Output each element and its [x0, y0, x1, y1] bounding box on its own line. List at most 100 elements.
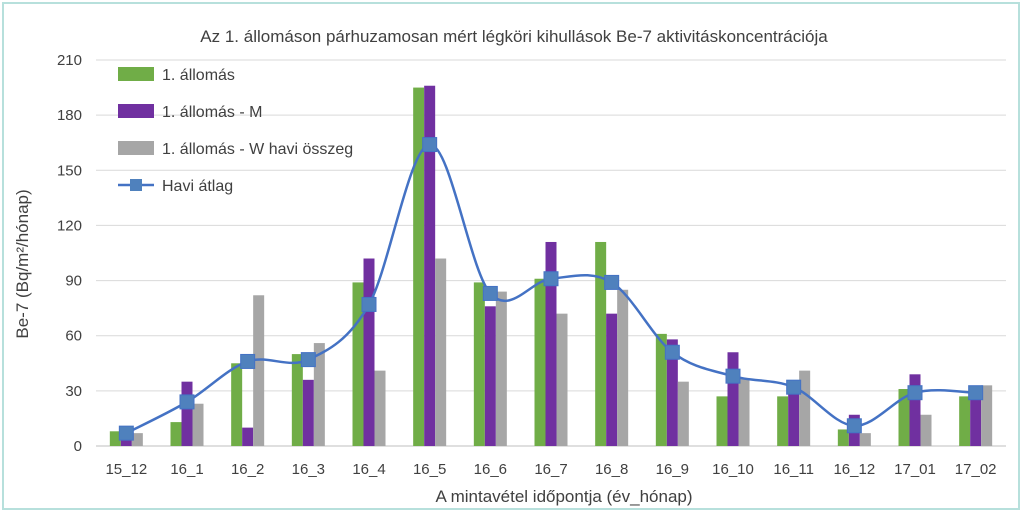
- bar: [777, 396, 789, 446]
- bar: [655, 333, 667, 446]
- average-marker: [968, 385, 984, 401]
- x-tick-label: 16_3: [292, 461, 325, 478]
- bar: [716, 396, 728, 446]
- average-marker: [240, 353, 256, 369]
- x-tick-label: 16_6: [474, 461, 507, 478]
- bar: [131, 433, 143, 446]
- bar: [959, 396, 971, 446]
- bar: [352, 282, 364, 446]
- bar: [556, 313, 568, 446]
- average-marker: [179, 394, 195, 410]
- bar: [253, 295, 265, 446]
- y-tick-label: 90: [65, 273, 82, 290]
- average-marker: [300, 352, 316, 368]
- bar: [374, 370, 386, 446]
- average-line-path: [125, 143, 976, 435]
- x-tick-label: 16_11: [773, 461, 814, 478]
- average-line: [118, 137, 984, 441]
- bar: [242, 427, 254, 446]
- bar: [109, 431, 121, 446]
- x-tick-label: 16_4: [352, 461, 385, 478]
- bar: [606, 313, 618, 446]
- average-marker: [604, 274, 620, 290]
- bar: [799, 370, 811, 446]
- legend-swatch: [118, 104, 154, 118]
- bar: [666, 339, 678, 446]
- bar: [473, 282, 485, 446]
- x-tick-label: 17_02: [955, 461, 997, 478]
- bar: [595, 241, 607, 446]
- x-tick-label: 16_10: [712, 461, 754, 478]
- bar: [727, 352, 739, 446]
- chart: Az 1. állomáson párhuzamosan mért légkör…: [13, 27, 1006, 506]
- bar: [859, 433, 871, 446]
- bar: [534, 278, 546, 446]
- y-tick-label: 60: [65, 328, 82, 345]
- x-tick-label: 16_5: [413, 461, 446, 478]
- y-tick-label: 210: [57, 52, 82, 69]
- legend-swatch: [118, 67, 154, 81]
- bar: [545, 241, 557, 446]
- bar: [231, 363, 243, 446]
- average-marker: [422, 137, 438, 153]
- y-axis-label: Be-7 (Bq/m²/hónap): [13, 189, 32, 338]
- legend-label: 1. állomás: [162, 67, 235, 84]
- average-marker: [361, 296, 377, 312]
- x-tick-label: 16_2: [231, 461, 264, 478]
- bar: [435, 258, 447, 446]
- y-tick-label: 120: [57, 217, 82, 234]
- average-marker: [118, 425, 134, 441]
- y-tick-label: 0: [74, 438, 82, 455]
- legend-label: 1. állomás - W havi összeg: [162, 141, 353, 158]
- chart-title: Az 1. állomáson párhuzamosan mért légkör…: [200, 27, 828, 46]
- bar: [788, 383, 800, 446]
- average-marker: [907, 385, 923, 401]
- x-tick-label: 16_7: [534, 461, 567, 478]
- x-tick-label: 16_1: [170, 461, 203, 478]
- bar: [970, 394, 982, 446]
- bar: [837, 429, 849, 446]
- bar: [677, 381, 689, 446]
- y-tick-label: 30: [65, 383, 82, 400]
- y-tick-label: 150: [57, 162, 82, 179]
- bar: [617, 289, 629, 446]
- bar: [424, 85, 436, 446]
- x-tick-label: 17_01: [894, 461, 936, 478]
- legend-label: Havi átlag: [162, 178, 233, 195]
- bar: [920, 414, 932, 446]
- legend: 1. állomás 1. állomás - M 1. állomás - W h…: [118, 67, 353, 195]
- bar: [738, 377, 750, 446]
- x-tick-label: 16_12: [833, 461, 875, 478]
- bar: [291, 354, 303, 446]
- bar: [181, 381, 193, 446]
- y-tick-label: 180: [57, 107, 82, 124]
- bar: [981, 385, 993, 446]
- bar: [484, 306, 496, 446]
- legend-label: 1. állomás - M: [162, 104, 262, 121]
- legend-marker: [130, 179, 142, 191]
- x-tick-label: 16_8: [595, 461, 628, 478]
- bar: [898, 389, 910, 446]
- bar: [363, 258, 375, 446]
- bar: [170, 422, 182, 446]
- bar: [192, 403, 204, 446]
- bar: [909, 374, 921, 446]
- bar: [413, 87, 425, 447]
- bar: [313, 343, 325, 446]
- average-marker: [725, 368, 741, 384]
- average-marker: [846, 418, 862, 434]
- x-tick-label: 16_9: [656, 461, 689, 478]
- bars: [109, 85, 993, 447]
- average-marker: [482, 285, 498, 301]
- x-axis-label: A mintavétel időpontja (év_hónap): [435, 487, 692, 506]
- x-tick-label: 15_12: [105, 461, 147, 478]
- bar: [302, 379, 314, 446]
- x-axis-ticks: 15_12 16_1 16_2 16_3 16_4 16_5 16_6 16_7 16_8 16_…: [105, 461, 996, 478]
- average-marker: [664, 344, 680, 360]
- legend-swatch: [118, 141, 154, 155]
- bar: [495, 291, 507, 446]
- average-marker: [786, 379, 802, 395]
- average-marker: [543, 271, 559, 287]
- y-axis-ticks: 0 30 60 90 120 150 180 210: [57, 52, 82, 455]
